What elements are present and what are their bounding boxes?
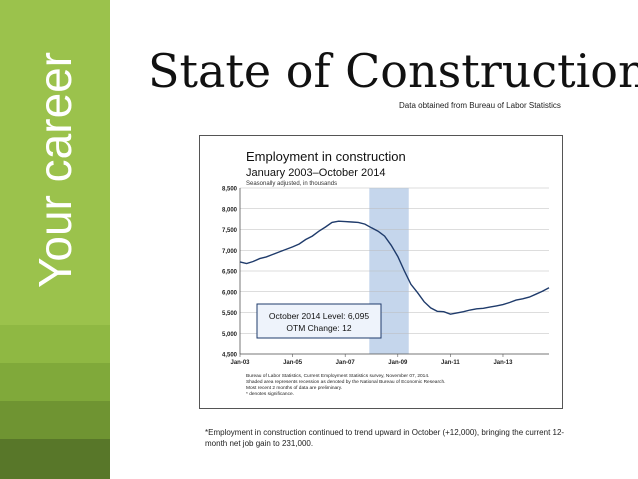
x-tick-label: Jan-09	[388, 360, 408, 366]
x-tick-label: Jan-07	[336, 360, 356, 366]
y-tick-label: 5,000	[222, 332, 238, 338]
sidebar-label: Your career	[29, 51, 81, 289]
y-tick-label: 8,500	[222, 187, 238, 193]
y-tick-label: 8,000	[222, 207, 238, 213]
chart-source-line-3: Most recent 2 months of data are prelimi…	[246, 385, 342, 391]
x-tick-label: Jan-03	[230, 360, 250, 366]
y-tick-label: 5,500	[222, 311, 238, 317]
sidebar-block-4	[0, 401, 110, 439]
x-tick-label: Jan-05	[283, 360, 303, 366]
chart-source-line-4: * denotes significance.	[246, 391, 294, 397]
annotation-line-1: October 2014 Level: 6,095	[269, 311, 369, 321]
x-tick-label: Jan-11	[441, 360, 460, 366]
chart-panel: Employment in construction January 2003–…	[199, 135, 563, 409]
source-note: Data obtained from Bureau of Labor Stati…	[399, 101, 561, 110]
sidebar-block-3	[0, 363, 110, 401]
y-tick-label: 6,500	[222, 270, 238, 276]
y-tick-label: 7,000	[222, 249, 238, 255]
sidebar-block-2	[0, 325, 110, 363]
annotation-box: October 2014 Level: 6,095 OTM Change: 12	[256, 303, 382, 339]
y-tick-label: 6,000	[222, 290, 238, 296]
chart-title: Employment in construction	[246, 149, 406, 164]
chart-subtitle: January 2003–October 2014	[246, 167, 385, 179]
sidebar-band: Your career	[0, 0, 110, 479]
series-line-employment	[239, 220, 550, 315]
chart-source-line-2: Shaded area represents recession as deno…	[246, 379, 445, 385]
x-tick-label: Jan-13	[493, 360, 513, 366]
employment-chart: Employment in construction January 2003–…	[222, 149, 550, 397]
footnote: *Employment in construction continued to…	[205, 428, 565, 448]
y-tick-label: 7,500	[222, 228, 238, 234]
slide-title: State of Construction	[148, 44, 638, 98]
sidebar-block-5	[0, 439, 110, 479]
sidebar-block-1	[0, 0, 110, 325]
chart-source-line-1: Bureau of Labor Statistics, Current Empl…	[246, 373, 429, 379]
annotation-line-2: OTM Change: 12	[286, 323, 351, 333]
y-tick-label: 4,500	[222, 353, 238, 359]
chart-unit-note: Seasonally adjusted, in thousands	[246, 181, 337, 187]
